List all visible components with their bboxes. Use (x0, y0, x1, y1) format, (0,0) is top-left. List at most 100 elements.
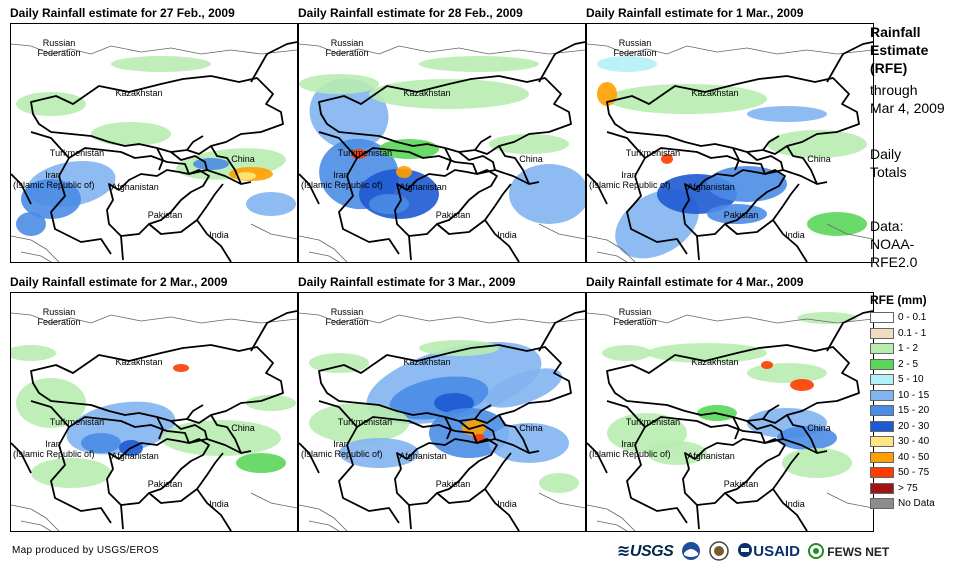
legend-swatch (870, 451, 894, 463)
country-label-pakistan: Pakistan (723, 479, 759, 489)
country-border (772, 488, 808, 531)
country-label-iran: Iran (Islamic Republic of) (301, 170, 383, 190)
country-label-pakistan: Pakistan (435, 210, 471, 220)
country-label-afghanistan: Afghanistan (687, 451, 735, 461)
rainfall-area (761, 361, 773, 369)
rainfall-area (16, 378, 86, 428)
legend-item: 30 - 40 (870, 435, 929, 448)
legend-item: > 75 (870, 482, 918, 495)
rainfall-area (161, 420, 281, 456)
through-date: Mar 4, 2009 (870, 100, 945, 116)
country-border (826, 41, 873, 83)
map-canvas (11, 41, 297, 262)
data-source-2: RFE2.0 (870, 254, 918, 270)
country-label-iran: Iran (Islamic Republic of) (589, 439, 671, 459)
country-border (762, 135, 780, 151)
country-label-india: India (209, 499, 229, 509)
country-border (30, 75, 284, 155)
country-label-kazakhstan: Kazakhstan (691, 357, 739, 367)
country-border (458, 420, 496, 440)
rainfall-area (236, 453, 286, 473)
rainfall-map-27feb: Russian Federation Kazakhstan Turkmenistan I… (10, 23, 298, 263)
rainfall-area (434, 393, 474, 413)
country-label-russia: Russian Federation (37, 307, 81, 327)
legend-swatch (870, 389, 894, 401)
legend-label: 20 - 30 (898, 420, 930, 432)
panel-title-5: Daily Rainfall estimate for 3 Mar., 2009 (298, 275, 516, 289)
country-border (299, 442, 320, 474)
country-label-pakistan: Pakistan (435, 479, 471, 489)
legend-swatch (870, 420, 894, 432)
coastline (587, 312, 873, 324)
rainfall-area (16, 212, 46, 236)
legend-item: 2 - 5 (870, 358, 918, 371)
country-label-afghanistan: Afghanistan (111, 451, 159, 461)
coastline (250, 492, 297, 509)
coastline (299, 312, 585, 324)
country-label-china: China (807, 423, 831, 433)
country-border (606, 131, 766, 175)
country-border (476, 438, 540, 454)
panel-title-3: Daily Rainfall estimate for 1 Mar., 2009 (586, 6, 804, 20)
legend-label: 40 - 50 (898, 451, 930, 463)
country-border (170, 151, 208, 171)
country-border (587, 173, 608, 205)
country-border (444, 416, 452, 440)
coastline (299, 235, 348, 262)
country-border (50, 426, 112, 524)
country-label-china: China (519, 423, 543, 433)
country-border (408, 235, 412, 261)
legend-item: 50 - 75 (870, 466, 929, 479)
map-canvas (587, 41, 873, 262)
country-border (394, 438, 498, 506)
rainfall-area (747, 363, 827, 383)
rfe-heading-2: Estimate (870, 42, 929, 58)
coastline (250, 223, 297, 240)
country-border (746, 151, 784, 171)
rainfall-area (807, 212, 867, 236)
country-border (318, 131, 478, 175)
rainfall-area (81, 433, 121, 453)
country-border (484, 488, 520, 531)
country-label-china: China (231, 423, 255, 433)
country-border (186, 135, 204, 151)
country-border (210, 414, 242, 454)
rainfall-area (309, 403, 409, 443)
country-border (626, 157, 688, 255)
country-border (476, 169, 540, 185)
country-label-iran: Iran (Islamic Republic of) (13, 170, 95, 190)
country-border (626, 426, 688, 524)
legend-item: 1 - 2 (870, 342, 918, 355)
panel-title-4: Daily Rainfall estimate for 2 Mar., 2009 (10, 275, 228, 289)
panel-title-1: Daily Rainfall estimate for 27 Feb., 200… (10, 6, 235, 20)
country-border (196, 219, 232, 262)
country-border (606, 400, 766, 444)
rainfall-area (173, 364, 189, 372)
legend-swatch (870, 467, 894, 478)
rainfall-area (369, 194, 409, 214)
country-label-india: India (497, 499, 517, 509)
country-border (156, 147, 164, 171)
rainfall-area (236, 172, 256, 180)
rainfall-area (21, 179, 81, 219)
country-label-kazakhstan: Kazakhstan (115, 357, 163, 367)
country-border (11, 442, 32, 474)
legend-swatch (870, 374, 894, 385)
legend-label: 1 - 2 (898, 343, 919, 354)
coastline (20, 520, 52, 531)
country-label-iran: Iran (Islamic Republic of) (13, 439, 95, 459)
country-label-iran: Iran (Islamic Republic of) (589, 170, 671, 190)
country-border (120, 235, 124, 261)
credit-text: Map produced by USGS/EROS (12, 545, 160, 556)
country-border (786, 414, 818, 454)
rainfall-map-4mar: Russian Federation Kazakhstan Turkmenistan I… (586, 292, 874, 532)
rainfall-area (509, 164, 585, 224)
legend-label: 50 - 75 (898, 467, 930, 478)
country-border (170, 420, 208, 440)
country-label-russia: Russian Federation (613, 38, 657, 58)
rainfall-area (309, 353, 369, 373)
fews-net-logo: FEWS NET (807, 543, 889, 559)
rainfall-area (486, 368, 562, 408)
legend-title: RFE (mm) (870, 293, 927, 307)
coastline (11, 312, 297, 324)
